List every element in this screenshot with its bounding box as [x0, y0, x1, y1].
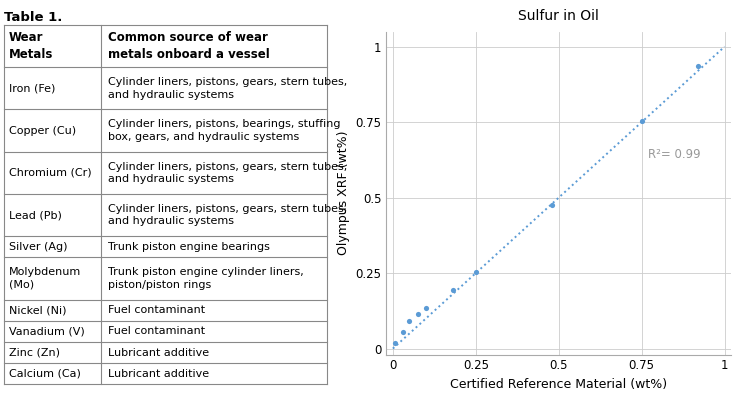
Text: Lubricant additive: Lubricant additive [108, 369, 208, 379]
Text: Calcium (Ca): Calcium (Ca) [9, 369, 80, 379]
Text: Chromium (Cr): Chromium (Cr) [9, 168, 92, 178]
Point [692, 63, 704, 69]
Text: Zinc (Zn): Zinc (Zn) [9, 348, 60, 357]
Text: Copper (Cu): Copper (Cu) [9, 126, 76, 136]
Text: Fuel contaminant: Fuel contaminant [108, 326, 205, 336]
Text: R²= 0.99: R²= 0.99 [648, 148, 701, 161]
Text: Silver (Ag): Silver (Ag) [9, 242, 68, 252]
Text: Fuel contaminant: Fuel contaminant [108, 305, 205, 315]
Text: Nickel (Ni): Nickel (Ni) [9, 305, 66, 315]
Point [397, 329, 409, 335]
Point [388, 339, 400, 346]
Text: Cylinder liners, pistons, bearings, stuffing
box, gears, and hydraulic systems: Cylinder liners, pistons, bearings, stuf… [108, 119, 340, 142]
Text: Cylinder liners, pistons, gears, stern tubes,
and hydraulic systems: Cylinder liners, pistons, gears, stern t… [108, 162, 347, 184]
Text: Common source of wear
metals onboard a vessel: Common source of wear metals onboard a v… [108, 31, 269, 61]
Text: Wear
Metals: Wear Metals [9, 31, 53, 61]
Text: Lubricant additive: Lubricant additive [108, 348, 208, 357]
Text: Table 1.: Table 1. [4, 11, 62, 24]
Point [446, 286, 458, 293]
Text: Lead (Pb): Lead (Pb) [9, 210, 62, 220]
Point [636, 117, 648, 124]
Text: Cylinder liners, pistons, gears, stern tubes,
and hydraulic systems: Cylinder liners, pistons, gears, stern t… [108, 204, 347, 226]
Text: Trunk piston engine bearings: Trunk piston engine bearings [108, 242, 269, 252]
Point [420, 305, 432, 311]
Point [470, 268, 482, 275]
Text: Vanadium (V): Vanadium (V) [9, 326, 85, 336]
Point [404, 318, 416, 325]
Point [546, 202, 558, 208]
Text: Iron (Fe): Iron (Fe) [9, 83, 55, 93]
Y-axis label: Olympus XRF (wt%): Olympus XRF (wt%) [337, 131, 350, 255]
X-axis label: Certified Reference Material (wt%): Certified Reference Material (wt%) [450, 378, 668, 391]
Title: Sulfur in Oil: Sulfur in Oil [518, 9, 599, 23]
Text: Trunk piston engine cylinder liners,
piston/piston rings: Trunk piston engine cylinder liners, pis… [108, 268, 304, 290]
Text: Cylinder liners, pistons, gears, stern tubes,
and hydraulic systems: Cylinder liners, pistons, gears, stern t… [108, 77, 347, 100]
Text: Molybdenum
(Mo): Molybdenum (Mo) [9, 268, 81, 290]
Point [412, 311, 424, 317]
